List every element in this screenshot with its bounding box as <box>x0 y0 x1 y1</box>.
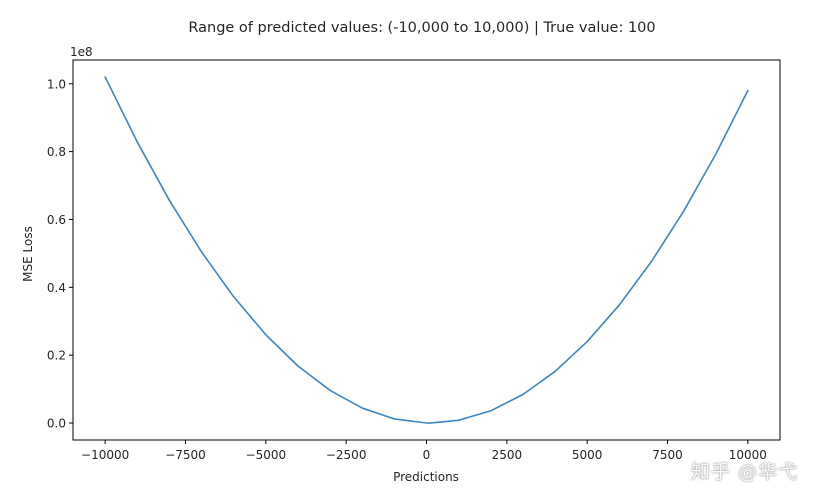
x-tick-label: −2500 <box>326 448 367 462</box>
y-tick-label: 0.4 <box>47 281 66 295</box>
x-tick-label: −10000 <box>81 448 129 462</box>
y-tick-label: 0.0 <box>47 417 66 431</box>
y-tick-label: 1.0 <box>47 77 66 91</box>
chart-title: Range of predicted values: (-10,000 to 1… <box>188 20 655 36</box>
x-tick-label: −5000 <box>246 448 287 462</box>
series-line <box>104 76 749 424</box>
x-tick-label: −7500 <box>165 448 206 462</box>
y-tick-label: 0.2 <box>47 349 66 363</box>
x-tick-label: 10000 <box>729 448 767 462</box>
x-axis-title: Predictions <box>393 470 459 484</box>
watermark: 知乎 @华弋 <box>690 461 798 483</box>
x-tick-label: 5000 <box>572 448 603 462</box>
y-axis-ticks: 0.0 0.2 0.4 0.6 0.8 1.0 <box>47 77 73 431</box>
y-tick-label: 0.8 <box>47 145 66 159</box>
series-layer <box>104 76 749 424</box>
x-tick-label: 2500 <box>492 448 523 462</box>
x-tick-label: 7500 <box>652 448 683 462</box>
x-axis-ticks: −10000 −7500 −5000 −2500 0 2500 5000 7500 10000 <box>81 440 767 462</box>
y-tick-label: 0.6 <box>47 213 66 227</box>
y-axis-offset-label: 1e8 <box>70 45 93 59</box>
plot-area-frame <box>72 59 781 441</box>
x-tick-label: 0 <box>423 448 431 462</box>
y-axis-title: MSE Loss <box>21 226 35 282</box>
